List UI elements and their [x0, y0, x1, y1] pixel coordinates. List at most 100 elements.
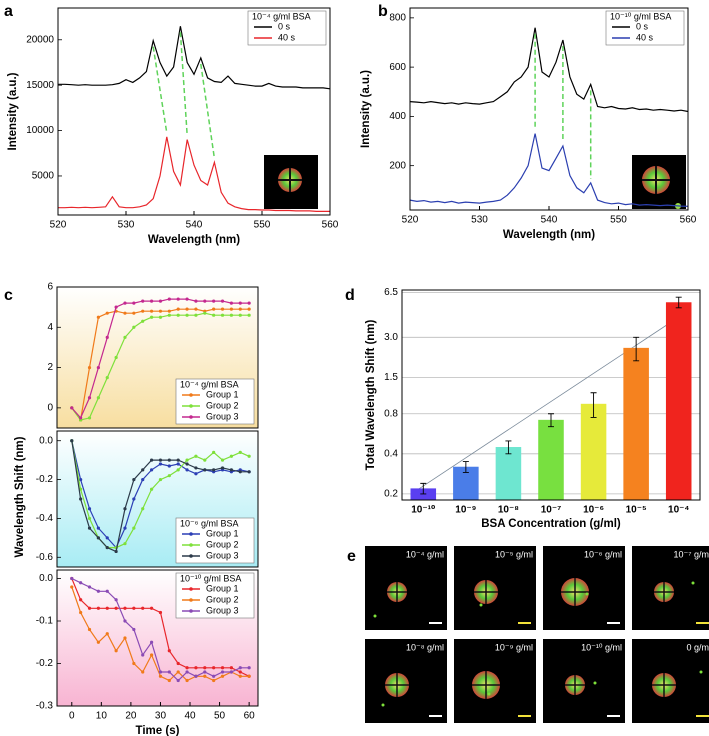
series-line — [58, 136, 330, 212]
data-point — [79, 610, 83, 615]
data-point — [141, 670, 145, 674]
data-point — [212, 307, 216, 311]
x-tick-label: 520 — [402, 215, 419, 226]
y-tick-label: -0.3 — [36, 701, 54, 712]
plot-frame — [57, 7, 331, 216]
data-point — [238, 670, 242, 674]
bar — [495, 447, 522, 500]
data-point — [149, 315, 154, 319]
legend-entry: Group 2 — [206, 539, 239, 549]
legend-marker — [189, 415, 193, 419]
data-point — [149, 468, 154, 472]
y-tick-label: 4 — [47, 322, 53, 333]
y-tick-label: 0 — [47, 402, 53, 413]
data-point — [132, 477, 136, 482]
data-point — [123, 335, 127, 339]
data-point — [185, 458, 189, 462]
y-tick-label: 0.0 — [39, 573, 53, 584]
data-point — [158, 462, 163, 466]
droplet-cross — [652, 673, 676, 697]
x-tick-label: 550 — [254, 220, 271, 231]
data-point — [212, 678, 216, 683]
data-point — [132, 606, 136, 610]
data-point — [96, 536, 100, 540]
legend-title: 10⁻⁴ g/ml BSA — [180, 379, 239, 389]
data-point — [105, 545, 109, 550]
speck — [381, 703, 385, 707]
y-axis-label: Total Wavelength Shift (nm) — [365, 319, 377, 470]
image-label: 0 g/ml — [686, 642, 709, 652]
data-point — [185, 297, 189, 301]
data-point — [203, 311, 207, 315]
data-point — [185, 307, 189, 311]
plot-frame — [409, 7, 689, 211]
data-point — [185, 666, 189, 670]
data-point — [167, 474, 171, 478]
data-point — [96, 526, 100, 530]
data-point — [229, 670, 233, 674]
image-label: 10⁻⁹ g/ml — [495, 642, 533, 652]
plot-frame — [56, 430, 259, 568]
data-point — [247, 301, 251, 305]
data-point — [87, 416, 92, 420]
y-tick-label: -0.2 — [36, 658, 54, 669]
data-point — [132, 301, 136, 305]
data-point — [194, 472, 198, 476]
legend-title: 10⁻⁴ g/ml BSA — [252, 11, 311, 21]
data-point — [96, 589, 100, 593]
data-point — [247, 313, 251, 317]
data-point — [167, 313, 171, 317]
legend-title: 10⁻¹⁰ g/ml BSA — [610, 11, 671, 21]
image-label: 10⁻¹⁰ g/ml — [581, 642, 622, 652]
data-point — [149, 309, 154, 313]
y-tick-label: 200 — [389, 160, 406, 171]
data-point — [132, 311, 136, 315]
legend-entry: Group 2 — [206, 594, 239, 604]
data-point — [247, 674, 251, 678]
x-tick-label: 530 — [118, 220, 135, 231]
data-point — [167, 297, 171, 301]
data-point — [149, 299, 154, 303]
data-point — [132, 526, 136, 530]
y-axis-label: Intensity (a.u.) — [7, 72, 19, 150]
data-point — [247, 307, 251, 311]
bar — [580, 403, 607, 500]
data-point — [70, 439, 74, 443]
data-point — [176, 670, 180, 674]
x-tick-label: 10⁻⁸ — [498, 505, 519, 516]
legend-entry: Group 1 — [206, 389, 239, 399]
inset-b — [632, 155, 686, 209]
data-point — [212, 313, 216, 317]
error-bar — [633, 336, 640, 362]
legend-marker — [189, 404, 193, 408]
data-point — [87, 627, 92, 632]
data-point — [114, 598, 118, 602]
data-point — [238, 307, 242, 311]
data-point — [158, 477, 163, 482]
data-point — [158, 299, 163, 303]
data-point — [87, 396, 92, 400]
data-point — [79, 416, 83, 420]
data-point — [167, 670, 171, 674]
legend-entry: Group 3 — [206, 605, 239, 615]
data-point — [105, 311, 109, 315]
data-point — [158, 309, 163, 313]
data-point — [149, 487, 154, 491]
legend-entry: 0 s — [636, 21, 649, 31]
data-point — [149, 606, 154, 610]
error-bar — [590, 392, 597, 418]
data-point — [87, 365, 92, 370]
x-tick-label: 10⁻¹⁰ — [411, 505, 435, 516]
legend-entry: Group 1 — [206, 583, 239, 593]
droplet-cross — [472, 671, 500, 699]
data-point — [105, 632, 109, 636]
data-point — [238, 313, 242, 317]
data-point — [229, 307, 233, 311]
data-point — [220, 674, 225, 678]
x-tick-label: 560 — [680, 215, 697, 226]
legend-entry: 40 s — [278, 32, 296, 42]
panel-label: b — [378, 3, 388, 20]
legend-marker — [189, 598, 193, 602]
x-tick-label: 530 — [471, 215, 488, 226]
